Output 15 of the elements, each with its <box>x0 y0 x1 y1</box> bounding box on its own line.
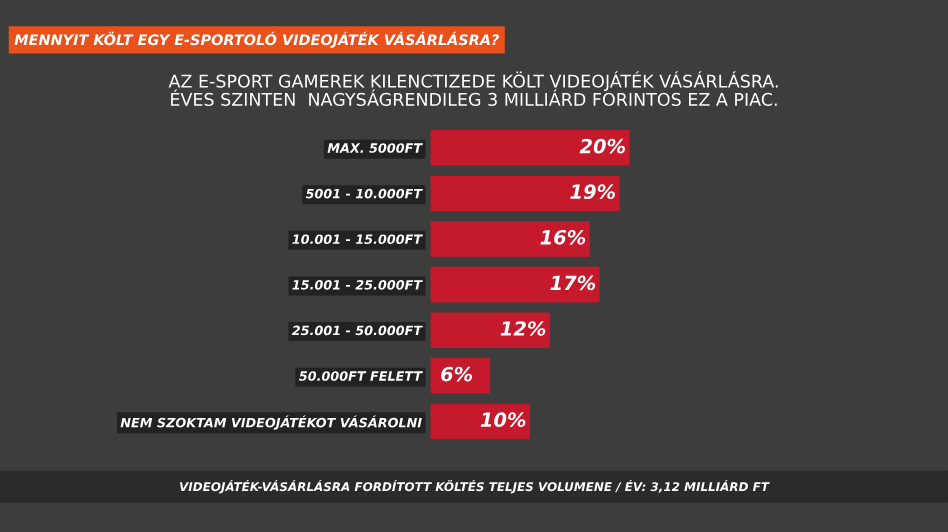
data-label: 19% <box>570 184 615 200</box>
data-label: 17% <box>550 275 596 291</box>
chart-subtitle: AZ E-SPORT GAMEREK KILENCTIZEDE KÖLT VIDEOJÁTÉK VÁSÁRLÁSRA. ÉVES SZINTEN NAGYSÁGRENDILEG 3 MILLIÁRD FORINTOS EZ A PIAC. <box>168 71 778 107</box>
bar <box>430 266 600 303</box>
data-label: 20% <box>579 138 625 154</box>
bar <box>430 221 590 257</box>
data-label: 16% <box>540 229 586 245</box>
data-label: 6% <box>441 366 473 382</box>
data-label: 12% <box>500 321 546 336</box>
bar <box>430 403 530 440</box>
bar <box>430 312 550 348</box>
bar <box>430 130 630 166</box>
bar <box>430 175 620 212</box>
bar <box>430 358 491 394</box>
data-label: 10% <box>480 412 526 428</box>
